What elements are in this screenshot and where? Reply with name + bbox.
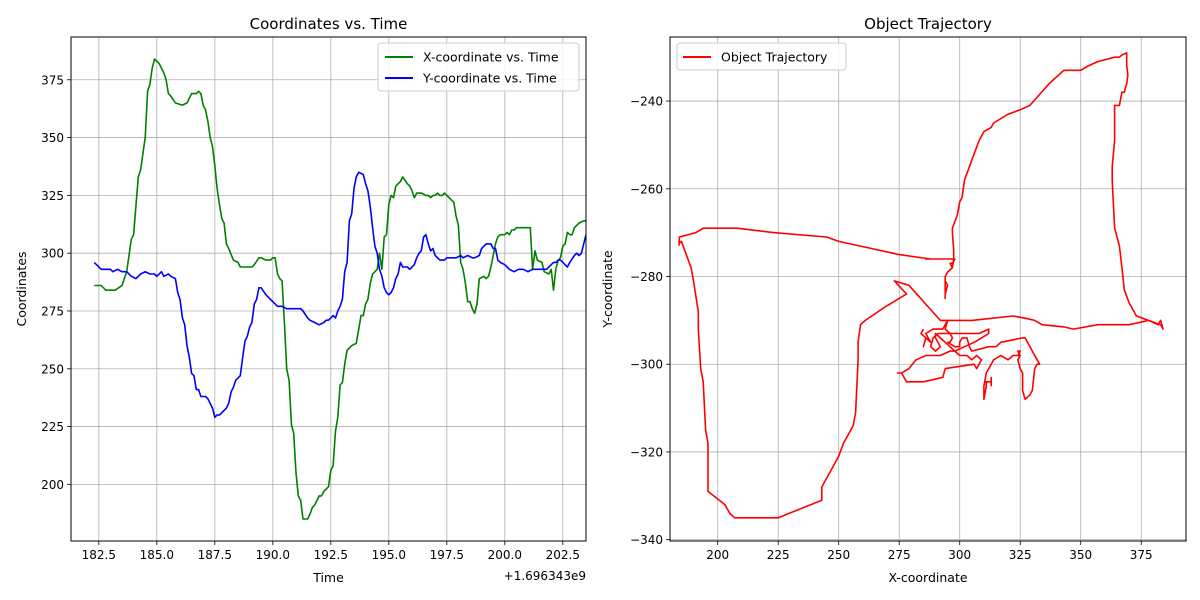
left-series-lines bbox=[93, 58, 586, 520]
left-x-tick-label: 182.5 bbox=[82, 548, 116, 562]
left-y-tick-label: 250 bbox=[41, 362, 64, 376]
right-subplot: 200 225 250 275 300 325 350 375 −340 −320 −300 −28… bbox=[600, 15, 1187, 585]
left-legend-label-x: X-coordinate vs. Time bbox=[423, 50, 559, 65]
left-series-line-1 bbox=[93, 171, 586, 419]
right-y-tick-label: −240 bbox=[630, 95, 663, 109]
left-y-tick-label: 325 bbox=[41, 189, 64, 203]
right-y-tick-label: −300 bbox=[630, 358, 663, 372]
right-x-tick-label: 375 bbox=[1130, 548, 1153, 562]
right-series-line-1 bbox=[896, 328, 990, 383]
left-y-tick-label: 275 bbox=[41, 304, 64, 318]
right-y-tick-label: −260 bbox=[630, 182, 663, 196]
right-x-tick-label: 325 bbox=[1009, 548, 1032, 562]
right-x-tick-label: 250 bbox=[827, 548, 850, 562]
right-plot-frame bbox=[669, 36, 1187, 542]
left-x-tick-label: 195.0 bbox=[372, 548, 406, 562]
right-x-tick-label: 300 bbox=[948, 548, 971, 562]
right-legend-box bbox=[676, 42, 847, 71]
left-y-axis-label: Coordinates bbox=[14, 251, 29, 326]
left-legend-label-y: Y-coordinate vs. Time bbox=[422, 71, 557, 86]
left-y-tick-label: 300 bbox=[41, 247, 64, 261]
right-series-lines bbox=[678, 51, 1164, 519]
left-subplot: 182.5 185.0 187.5 190.0 192.5 195.0 197.5 200.0… bbox=[14, 15, 587, 585]
right-legend: Object Trajectory bbox=[676, 42, 847, 71]
right-x-tick-label: 275 bbox=[888, 548, 911, 562]
left-x-tick-label: 200.0 bbox=[488, 548, 522, 562]
left-series-line-0 bbox=[94, 58, 586, 520]
left-y-tick-label: 350 bbox=[41, 131, 64, 145]
left-y-ticks: 200 225 250 275 300 325 350 375 bbox=[41, 73, 71, 492]
right-chart-title: Object Trajectory bbox=[864, 15, 992, 33]
right-legend-label: Object Trajectory bbox=[721, 50, 828, 65]
left-x-ticks: 182.5 185.0 187.5 190.0 192.5 195.0 197.5 200.0… bbox=[82, 541, 580, 562]
left-y-tick-label: 225 bbox=[41, 420, 64, 434]
left-chart-title: Coordinates vs. Time bbox=[250, 15, 408, 33]
right-y-tick-label: −280 bbox=[630, 270, 663, 284]
right-y-axis-label: Y-coordinate bbox=[600, 250, 615, 329]
left-y-tick-label: 200 bbox=[41, 478, 64, 492]
left-x-tick-label: 202.5 bbox=[546, 548, 580, 562]
left-x-offset-label: +1.696343e9 bbox=[504, 569, 586, 583]
right-y-ticks: −340 −320 −300 −280 −260 −240 bbox=[630, 95, 670, 547]
right-x-tick-label: 225 bbox=[767, 548, 790, 562]
left-x-axis-label: Time bbox=[312, 570, 344, 585]
right-x-ticks: 200 225 250 275 300 325 350 375 bbox=[706, 541, 1153, 562]
right-x-tick-label: 200 bbox=[706, 548, 729, 562]
right-grid bbox=[670, 37, 1186, 541]
left-x-tick-label: 185.0 bbox=[140, 548, 174, 562]
left-x-tick-label: 187.5 bbox=[198, 548, 232, 562]
left-x-tick-label: 197.5 bbox=[430, 548, 464, 562]
right-y-tick-label: −320 bbox=[630, 445, 663, 459]
left-plot-frame bbox=[70, 36, 587, 542]
right-x-tick-label: 350 bbox=[1069, 548, 1092, 562]
left-legend: X-coordinate vs. Time Y-coordinate vs. T… bbox=[377, 42, 580, 92]
right-series-line-2 bbox=[920, 319, 1041, 401]
left-x-tick-label: 190.0 bbox=[256, 548, 290, 562]
left-y-tick-label: 375 bbox=[41, 73, 64, 87]
left-x-tick-label: 192.5 bbox=[314, 548, 348, 562]
right-x-axis-label: X-coordinate bbox=[888, 570, 967, 585]
right-series-line-0 bbox=[678, 51, 1164, 519]
left-legend-box bbox=[377, 42, 580, 92]
right-y-tick-label: −340 bbox=[630, 533, 663, 547]
